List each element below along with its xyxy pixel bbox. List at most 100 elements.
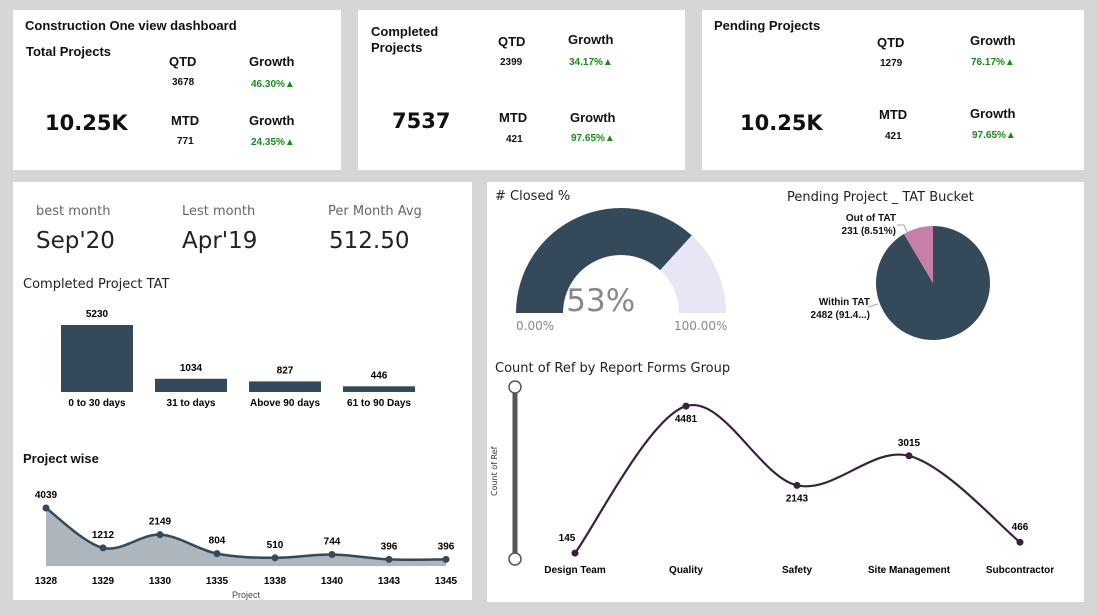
data-point — [271, 554, 279, 562]
stat-label: Per Month Avg — [328, 204, 422, 219]
gauge-max: 100.00% — [674, 319, 728, 333]
slice-value: 2482 (91.4...) — [810, 310, 870, 321]
chart-title: Count of Ref by Report Forms Group — [495, 361, 731, 376]
x-tick-label: Quality — [669, 565, 703, 576]
bar — [61, 325, 133, 392]
data-label: 4481 — [675, 414, 698, 425]
mtd-label: MTD — [879, 107, 908, 122]
slice-name: Out of TAT — [845, 213, 896, 224]
data-point — [385, 555, 393, 563]
growth-label: Growth — [249, 113, 295, 128]
bar-category-label: Above 90 days — [250, 398, 320, 409]
data-point — [905, 452, 913, 460]
growth-label: Growth — [970, 33, 1016, 48]
bar-value-label: 5230 — [86, 309, 109, 320]
bar — [249, 381, 321, 392]
x-tick-label: 1335 — [206, 576, 229, 587]
qtd-growth: 34.17%▲ — [569, 57, 613, 68]
x-tick-label: Subcontractor — [986, 565, 1054, 576]
data-point — [442, 555, 450, 563]
kpi-title: Pending Projects — [714, 18, 821, 33]
total-value: 10.25K — [45, 111, 128, 135]
chart-title: Project wise — [23, 451, 99, 466]
x-tick-label: 1343 — [378, 576, 401, 587]
qtd-growth: 46.30%▲ — [251, 79, 295, 90]
range-slider-handle-top — [508, 380, 522, 394]
x-axis-label: Project — [232, 590, 261, 600]
qtd-growth: 76.17%▲ — [971, 57, 1015, 68]
growth-label: Growth — [249, 54, 295, 69]
chart-title: # Closed % — [495, 189, 571, 204]
data-point — [571, 549, 579, 557]
dashboard-title: Construction One view dashboard — [25, 18, 237, 33]
x-tick-label: 1328 — [35, 576, 58, 587]
mtd-label: MTD — [171, 113, 200, 128]
x-tick-label: 1330 — [149, 576, 172, 587]
bar-value-label: 1034 — [180, 363, 203, 374]
pie-slice-within — [875, 226, 990, 340]
series-line — [574, 403, 1021, 554]
x-tick-label: Safety — [782, 565, 812, 576]
pie-label-within: Within TAT 2482 (91.4...) — [790, 296, 870, 322]
data-label: 1212 — [92, 530, 115, 541]
bar — [155, 378, 227, 392]
data-label: 2149 — [149, 517, 172, 528]
kpi-card-completed: Completed Projects QTD 2399 Growth 34.17… — [358, 10, 685, 170]
data-label: 804 — [209, 536, 226, 547]
data-label: 2143 — [786, 493, 809, 504]
data-label: 3015 — [898, 438, 921, 449]
chart-title: Completed Project TAT — [23, 277, 170, 292]
data-label: 466 — [1012, 522, 1029, 533]
bar-value-label: 827 — [277, 365, 294, 376]
leader-line — [897, 224, 908, 233]
area-fill — [46, 508, 446, 566]
kpi-subtitle: Total Projects — [26, 44, 112, 59]
x-tick-label: Site Management — [868, 565, 951, 576]
stat-label: Lest month — [182, 204, 256, 219]
x-tick-label: 1338 — [264, 576, 287, 587]
bar-category-label: 0 to 30 days — [68, 398, 126, 409]
data-point — [42, 504, 50, 512]
stat-label: best month — [36, 204, 111, 219]
data-point — [1016, 538, 1024, 546]
bar — [343, 386, 415, 392]
data-label: 396 — [438, 541, 455, 552]
kpi-card-pending: Pending Projects QTD 1279 Growth 76.17%▲… — [702, 10, 1084, 170]
data-point — [99, 544, 107, 552]
growth-label: Growth — [970, 106, 1016, 121]
qtd-label: QTD — [169, 54, 197, 69]
slice-name: Within TAT — [818, 297, 870, 308]
data-label: 4039 — [35, 490, 58, 501]
bar-value-label: 446 — [371, 370, 388, 381]
x-tick-label: 1329 — [92, 576, 115, 587]
qtd-label: QTD — [877, 35, 905, 50]
gauge-fill — [516, 207, 692, 313]
stat-value: Apr'19 — [182, 228, 258, 254]
slice-value: 231 (8.51%) — [841, 226, 896, 237]
chart-title: Pending Project _ TAT Bucket — [787, 190, 974, 205]
total-value: 10.25K — [740, 111, 823, 135]
data-point — [156, 531, 164, 539]
mtd-growth: 97.65%▲ — [972, 130, 1016, 141]
x-tick-label: 1345 — [435, 576, 458, 587]
growth-label: Growth — [568, 32, 614, 47]
qtd-value: 3678 — [172, 77, 195, 88]
bar-category-label: 31 to days — [167, 398, 216, 409]
x-tick-label: Design Team — [544, 565, 606, 576]
mtd-value: 421 — [885, 131, 902, 142]
data-label: 396 — [381, 541, 398, 552]
data-label: 510 — [267, 540, 284, 551]
data-label: 145 — [559, 533, 576, 544]
kpi-card-total: Construction One view dashboard Total Pr… — [13, 10, 341, 170]
pie-slice-out — [903, 226, 933, 283]
qtd-value: 2399 — [500, 57, 523, 68]
mtd-growth: 97.65%▲ — [571, 133, 615, 144]
qtd-label: QTD — [498, 34, 526, 49]
data-label: 744 — [324, 537, 341, 548]
mtd-value: 771 — [177, 136, 194, 147]
data-point — [793, 481, 801, 489]
x-tick-label: 1340 — [321, 576, 344, 587]
stat-value: 512.50 — [329, 228, 410, 254]
